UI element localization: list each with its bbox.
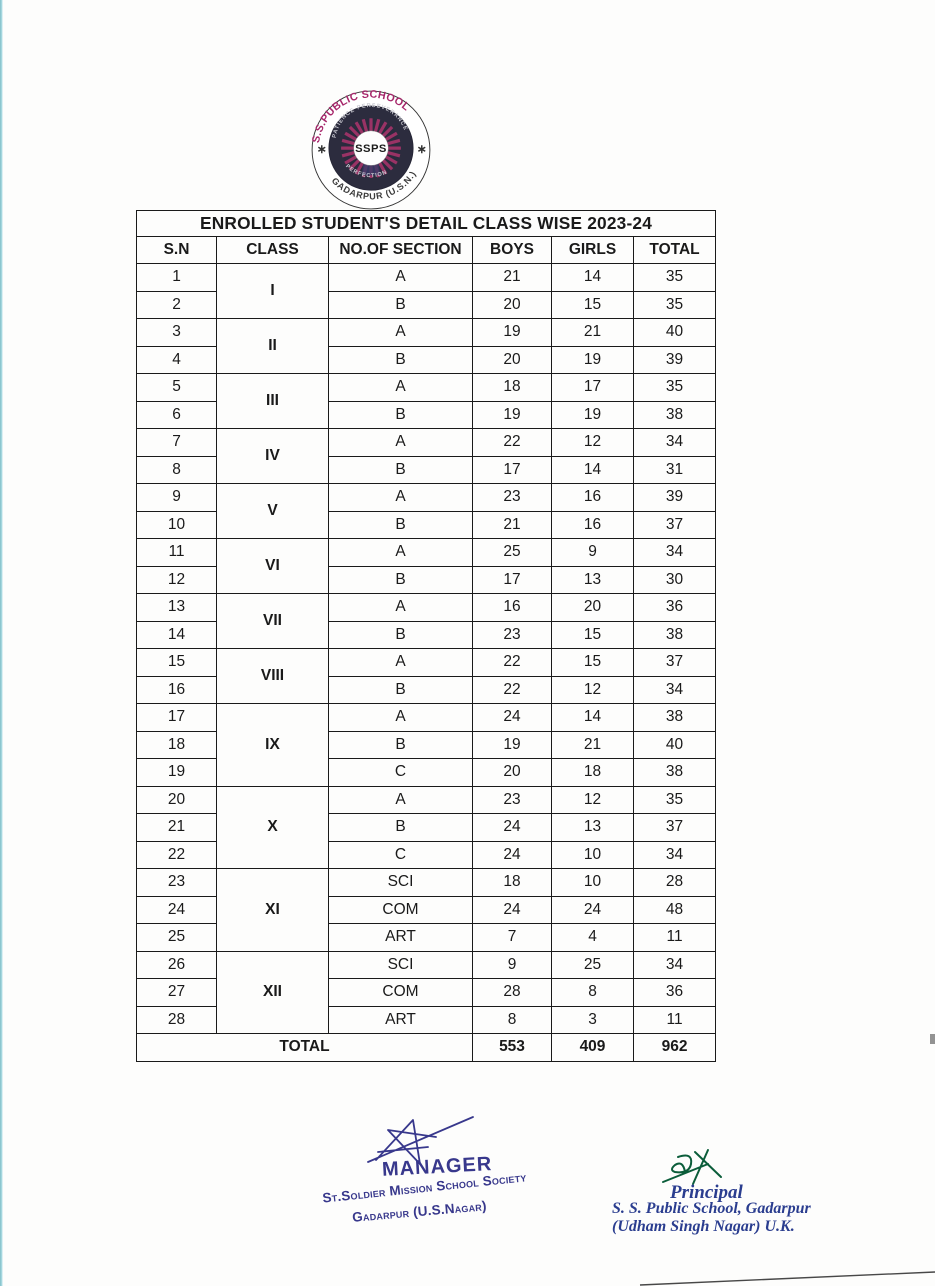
svg-text:SSPS: SSPS	[355, 143, 387, 155]
svg-text:∗: ∗	[417, 142, 427, 156]
svg-text:∗: ∗	[317, 142, 327, 156]
